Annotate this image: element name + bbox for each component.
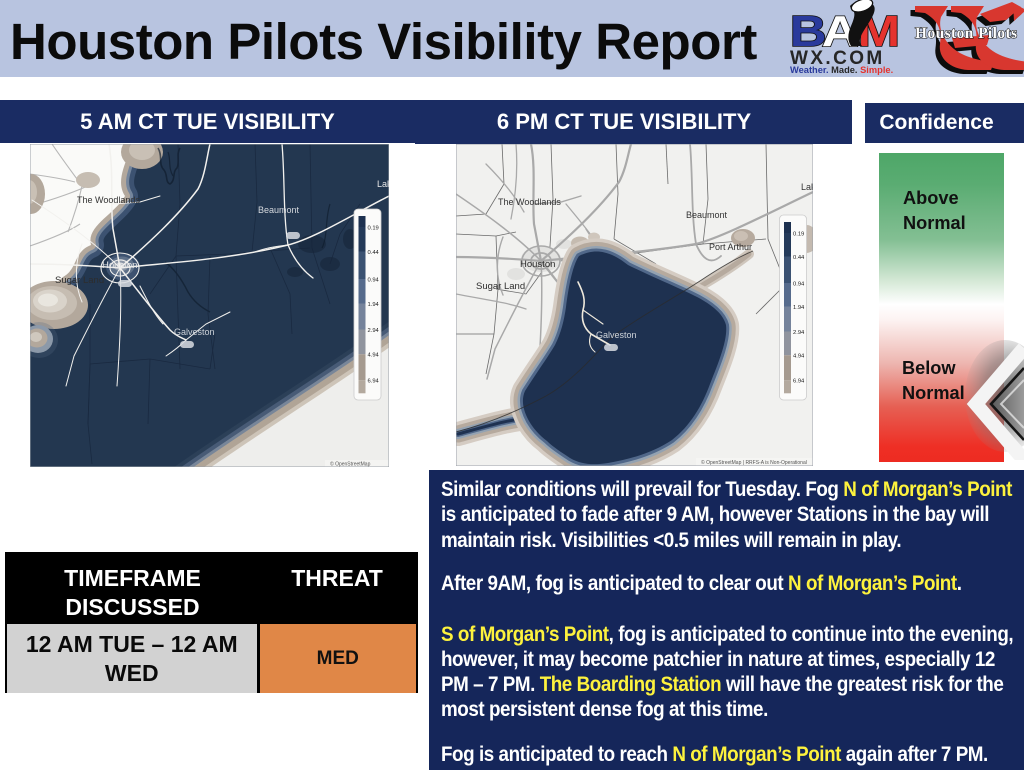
svg-text:Beaumont: Beaumont [686,210,728,220]
svg-text:0.44: 0.44 [793,255,805,261]
svg-text:2.94: 2.94 [793,330,805,336]
svg-text:WX.COM: WX.COM [790,48,885,69]
svg-text:© OpenStreetMap | RRFS-A is No: © OpenStreetMap | RRFS-A is Non-Operatio… [701,459,807,466]
svg-text:Weather. Made. Simple.: Weather. Made. Simple. [790,65,893,75]
svg-text:0.19: 0.19 [793,231,804,237]
svg-text:0.19: 0.19 [367,225,378,231]
svg-text:Galveston: Galveston [174,327,215,337]
svg-text:4.94: 4.94 [793,354,805,360]
svg-text:Houston: Houston [102,260,137,271]
svg-text:The Woodlands: The Woodlands [498,197,561,207]
svg-text:Beaumont: Beaumont [258,205,300,215]
svg-text:Houston: Houston [520,259,555,270]
svg-text:The Woodlands: The Woodlands [77,195,140,205]
svg-text:Sugar Land: Sugar Land [476,281,525,292]
svg-text:0.94: 0.94 [793,281,805,287]
svg-text:1.94: 1.94 [793,305,805,311]
svg-text:© OpenStreetMap: © OpenStreetMap [330,461,371,468]
svg-text:Lak: Lak [377,179,389,189]
svg-text:0.44: 0.44 [367,250,379,256]
svg-text:1.94: 1.94 [367,302,379,308]
svg-text:Houston Pilots: Houston Pilots [915,25,1018,42]
svg-text:M: M [858,7,901,56]
svg-text:Sugar Land: Sugar Land [55,275,104,286]
svg-text:0.94: 0.94 [367,277,379,283]
svg-text:4.94: 4.94 [367,353,379,359]
svg-text:6.94: 6.94 [793,379,805,385]
svg-text:6.94: 6.94 [367,379,379,385]
svg-text:2.94: 2.94 [367,328,379,334]
svg-text:Port Arthur: Port Arthur [709,242,752,252]
svg-text:B: B [790,7,827,56]
svg-text:Galveston: Galveston [596,330,637,340]
svg-text:Lak: Lak [801,182,813,192]
